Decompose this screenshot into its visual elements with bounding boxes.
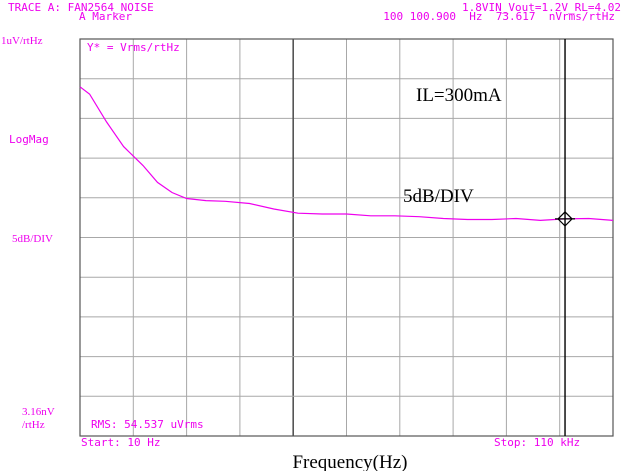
y-top-label: 1uV/rtHz — [1, 35, 43, 47]
trace-title: TRACE A: FAN2564_NOISE — [8, 1, 154, 14]
conditions-text: 1.8VIN_Vout=1.2V_RL=4.02 — [462, 1, 621, 14]
plot-frame — [79, 38, 614, 437]
y-bottom-label: 3.16nV /rtHz — [22, 406, 55, 432]
y-bottom-label-line1: 3.16nV — [22, 406, 55, 418]
grid-lines — [80, 39, 613, 436]
y-bottom-label-line2: /rtHz — [22, 419, 45, 431]
stop-frequency: Stop: 110 kHz — [494, 436, 580, 449]
x-axis-title: Frequency(Hz) — [292, 452, 407, 471]
current-annotation: IL=300mA — [416, 85, 502, 106]
scale-annotation: 5dB/DIV — [403, 186, 474, 207]
y-axis-mode-label: LogMag — [9, 133, 49, 146]
y-scale-label: 5dB/DIV — [12, 233, 53, 245]
start-frequency: Start: 10 Hz — [81, 436, 160, 449]
marker-readout: 100 100.900 Hz 73.617 nVrms/rtHz — [383, 10, 615, 23]
y-function-label: Y* = Vrms/rtHz — [87, 41, 180, 54]
noise-trace — [79, 86, 614, 222]
marker-title: A Marker — [79, 10, 132, 23]
marker-symbol — [555, 211, 576, 227]
rms-readout: RMS: 54.537 uVrms — [91, 418, 204, 431]
